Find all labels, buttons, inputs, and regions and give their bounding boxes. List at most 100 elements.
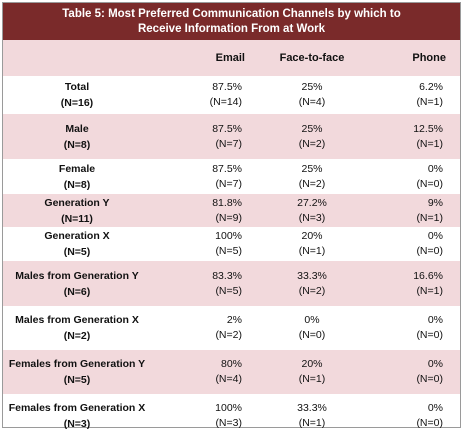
email-cell: 83.3% (N=5): [151, 260, 259, 307]
table-title-line-2: Receive Information From at Work: [137, 23, 326, 35]
phone-cell: 0% (N=0): [365, 159, 460, 194]
header-blank: [3, 40, 151, 77]
email-cell: 80% (N=4): [151, 349, 259, 395]
email-cell: 87.5% (N=7): [151, 113, 259, 160]
face-to-face-cell-primary: 0%: [304, 314, 320, 326]
face-to-face-cell: 25% (N=2): [259, 159, 365, 194]
email-cell: 81.8% (N=9): [151, 193, 259, 228]
face-to-face-cell: 20% (N=1): [259, 349, 365, 395]
face-to-face-cell-count: (N=2): [298, 177, 326, 190]
row-label: Generation X (N=5): [3, 227, 151, 261]
row-label-primary: Males from Generation X: [15, 314, 139, 326]
table-row: Generation Y (N=11) 81.8% (N=9) 27.2% (N=3) 9%…: [3, 193, 460, 228]
phone-cell: 9% (N=1): [365, 193, 460, 228]
email-cell-count: (N=14): [209, 96, 242, 108]
table-title: Table 5: Most Preferred Communication Ch…: [3, 3, 460, 40]
phone-cell-count: (N=0): [416, 177, 443, 190]
email-cell-primary: 87.5%: [212, 81, 242, 93]
row-label-primary: Females from Generation Y: [8, 358, 146, 370]
phone-cell: 0% (N=0): [365, 349, 460, 395]
phone-cell: 16.6% (N=1): [365, 260, 460, 307]
row-label: Female (N=8): [3, 159, 151, 194]
row-label-primary: Females from Generation X: [8, 401, 146, 414]
email-cell-primary: 81.8%: [212, 196, 242, 209]
phone-cell-primary: 16.6%: [413, 269, 443, 282]
phone-cell-primary: 9%: [427, 196, 443, 209]
phone-cell-primary: 0%: [427, 314, 443, 326]
face-to-face-cell-primary: 25%: [301, 162, 323, 175]
phone-cell: 6.2% (N=1): [365, 76, 460, 114]
phone-cell-count: (N=1): [416, 211, 443, 224]
row-label-count: (N=5): [63, 374, 91, 386]
table-body: Total (N=16) 87.5% (N=14) 25% (N=4) 6.2% (N=1) M…: [3, 76, 460, 437]
face-to-face-cell-count: (N=0): [298, 329, 326, 341]
row-label-primary: Male: [65, 122, 89, 135]
row-label-count: (N=11): [61, 212, 93, 225]
phone-cell-count: (N=0): [416, 245, 443, 257]
row-label-count: (N=2): [63, 330, 91, 342]
email-cell-primary: 100%: [215, 230, 242, 242]
row-label: Total (N=16): [3, 76, 151, 114]
face-to-face-cell-primary: 25%: [301, 81, 323, 93]
email-cell-primary: 100%: [215, 401, 242, 414]
email-cell: 100% (N=3): [151, 394, 259, 437]
table-row: Males from Generation Y (N=6) 83.3% (N=5) 33…: [3, 260, 460, 307]
email-cell-count: (N=5): [215, 245, 242, 257]
email-cell-count: (N=9): [215, 211, 242, 224]
row-label-primary: Female: [58, 162, 96, 175]
face-to-face-cell: 33.3% (N=1): [259, 394, 365, 437]
table-row: Female (N=8) 87.5% (N=7) 25% (N=2) 0% (N=0): [3, 159, 460, 194]
phone-cell-primary: 0%: [427, 230, 443, 242]
phone-cell-count: (N=0): [416, 373, 443, 385]
email-cell-count: (N=3): [215, 416, 242, 429]
face-to-face-cell-count: (N=3): [298, 211, 326, 224]
face-to-face-cell-count: (N=1): [298, 373, 326, 385]
email-cell: 2% (N=2): [151, 306, 259, 350]
phone-cell-primary: 0%: [427, 358, 443, 370]
phone-cell: 0% (N=0): [365, 394, 460, 437]
face-to-face-cell: 0% (N=0): [259, 306, 365, 350]
face-to-face-cell-primary: 33.3%: [297, 401, 327, 414]
face-to-face-cell-primary: 27.2%: [297, 196, 327, 209]
phone-cell-count: (N=0): [416, 416, 443, 429]
email-cell-primary: 87.5%: [212, 162, 242, 175]
header-email: Email: [151, 40, 259, 77]
face-to-face-cell: 27.2% (N=3): [259, 193, 365, 228]
row-label-count: (N=8): [63, 178, 91, 191]
row-label: Males from Generation Y (N=6): [3, 260, 151, 307]
table-row: Generation X (N=5) 100% (N=5) 20% (N=1) 0% (N=0…: [3, 227, 460, 261]
data-table: Email Face-to-face Phone Total (N=16) 87.5…: [3, 40, 460, 437]
row-label-count: (N=5): [63, 246, 91, 258]
face-to-face-cell-primary: 20%: [301, 230, 323, 242]
table-row: Males from Generation X (N=2) 2% (N=2) 0% (N=…: [3, 306, 460, 350]
phone-cell-count: (N=1): [416, 96, 443, 108]
header-face-to-face: Face-to-face: [259, 40, 365, 77]
table-row: Total (N=16) 87.5% (N=14) 25% (N=4) 6.2% (N=1): [3, 76, 460, 114]
email-cell: 87.5% (N=7): [151, 159, 259, 194]
face-to-face-cell: 20% (N=1): [259, 227, 365, 261]
phone-cell: 12.5% (N=1): [365, 113, 460, 160]
face-to-face-cell: 25% (N=2): [259, 113, 365, 160]
email-cell-count: (N=5): [215, 284, 242, 297]
email-cell: 87.5% (N=14): [151, 76, 259, 114]
email-cell-primary: 80%: [220, 358, 242, 370]
email-cell-count: (N=2): [215, 329, 242, 341]
table-row: Male (N=8) 87.5% (N=7) 25% (N=2) 12.5% (N=1): [3, 113, 460, 160]
face-to-face-cell-count: (N=2): [298, 137, 326, 150]
face-to-face-cell-primary: 33.3%: [297, 269, 327, 282]
email-cell-primary: 83.3%: [212, 269, 242, 282]
row-label-count: (N=8): [63, 138, 91, 151]
phone-cell-count: (N=1): [416, 284, 443, 297]
email-cell-count: (N=4): [215, 373, 242, 385]
email-cell-primary: 87.5%: [212, 122, 242, 135]
row-label-count: (N=3): [63, 417, 91, 430]
phone-cell-count: (N=1): [416, 137, 443, 150]
row-label: Generation Y (N=11): [3, 193, 151, 228]
row-label: Males from Generation X (N=2): [3, 306, 151, 350]
header-row: Email Face-to-face Phone: [3, 40, 460, 77]
face-to-face-cell-primary: 25%: [301, 122, 323, 135]
phone-cell-count: (N=0): [416, 329, 443, 341]
row-label-count: (N=16): [60, 97, 94, 109]
face-to-face-cell-count: (N=1): [298, 416, 326, 429]
email-cell: 100% (N=5): [151, 227, 259, 261]
